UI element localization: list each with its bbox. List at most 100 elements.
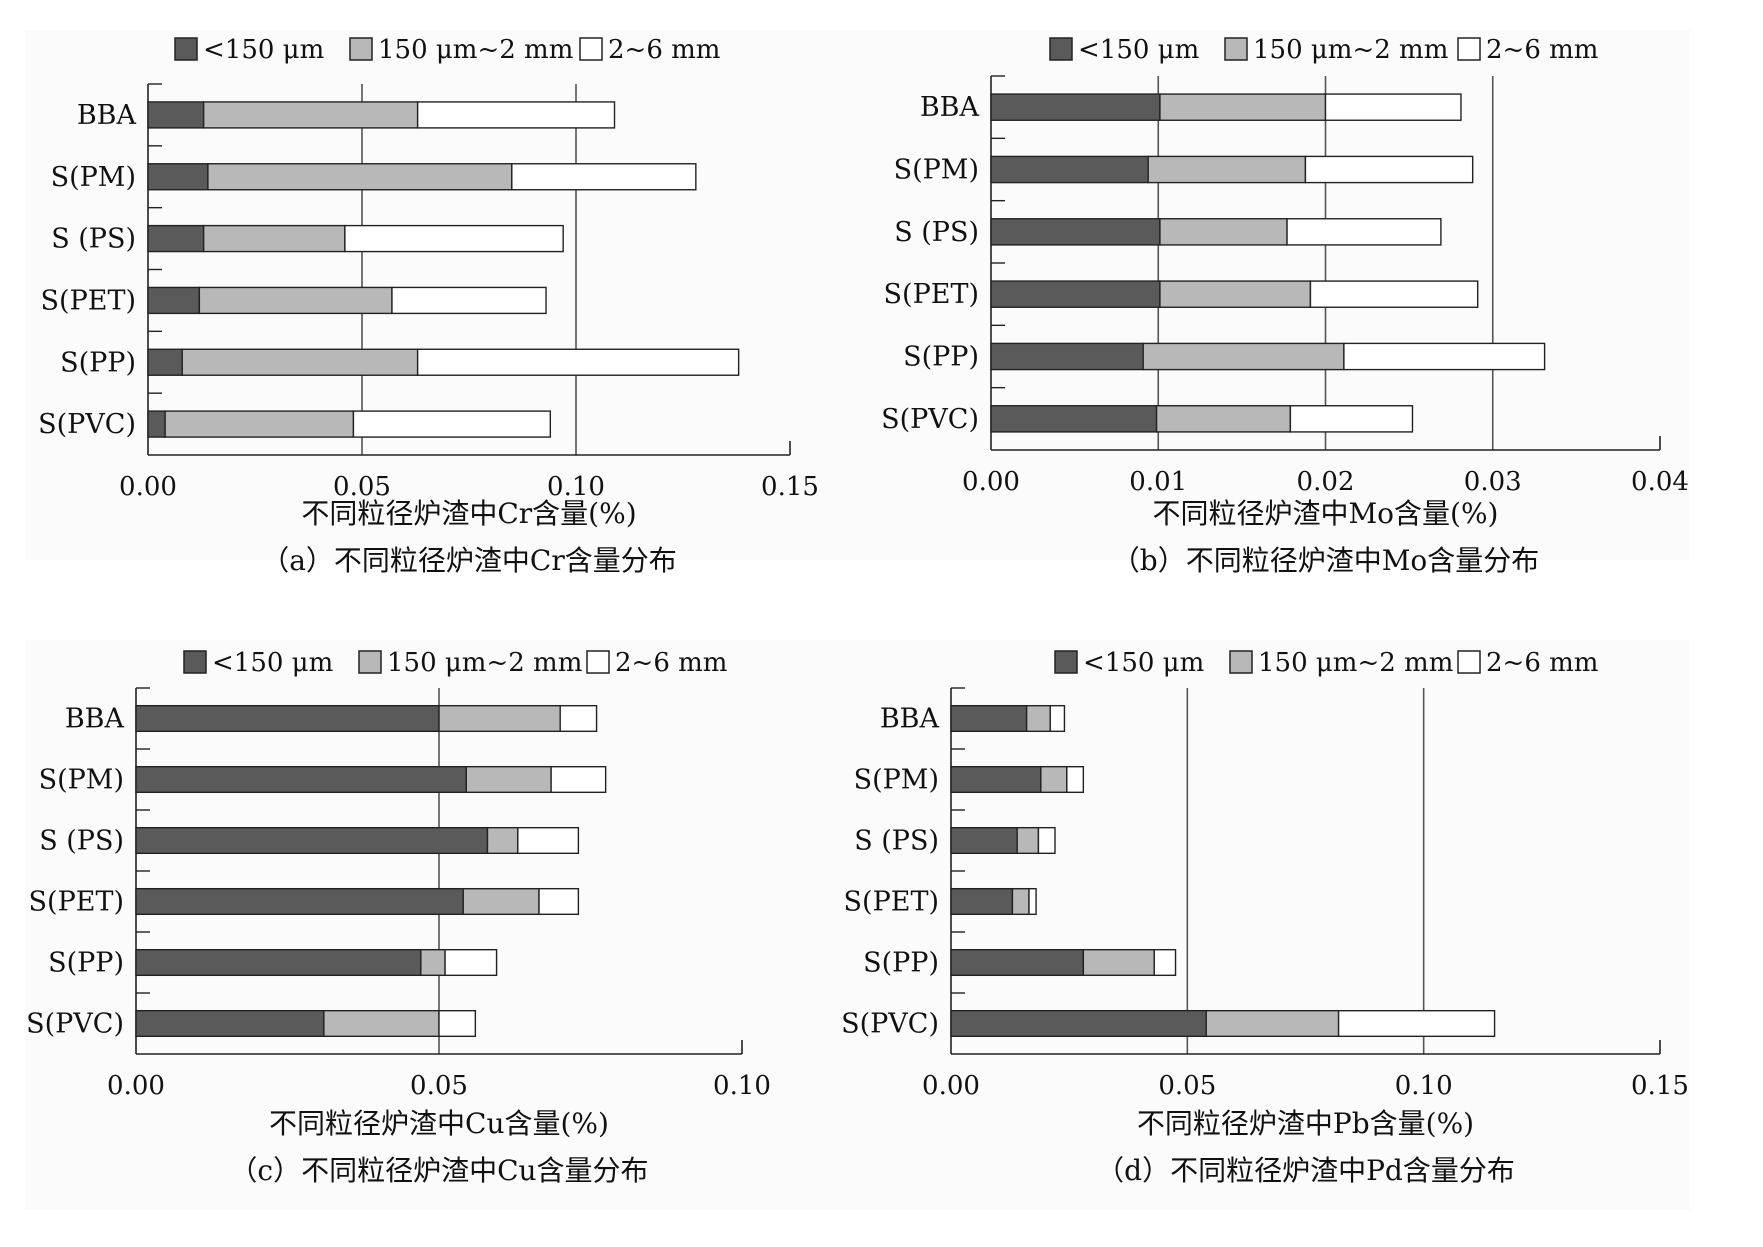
- chart-panel-b: <150 μm 150 μm~2 mm 2~6 mm 0.00 0.01 0.02 0.03…: [845, 30, 1690, 577]
- bar-segment-2: [1082, 948, 1155, 977]
- x-tick-label: 0.05: [333, 472, 391, 502]
- bar-segment-2: [202, 101, 419, 129]
- bar-segment-3: [1049, 704, 1066, 733]
- category-label: S(PET): [884, 279, 979, 310]
- category-label: S(PM): [854, 765, 939, 796]
- category-label: S (PS): [854, 826, 939, 857]
- bar-segment-2: [1025, 704, 1051, 733]
- category-label: BBA: [65, 704, 125, 735]
- category-label: S(PVC): [881, 404, 979, 435]
- category-label: S(PET): [41, 285, 136, 316]
- category-label: S(PP): [48, 948, 124, 979]
- bar-segment-1: [135, 1009, 325, 1038]
- bar-segment-3: [1324, 93, 1462, 121]
- bar-segment-2: [164, 410, 355, 438]
- bar-segment-1: [990, 280, 1161, 308]
- category-label: BBA: [880, 704, 940, 735]
- bar-segment-3: [1037, 826, 1056, 855]
- bar-segment-2: [486, 826, 519, 855]
- bar-segment-1: [990, 93, 1161, 121]
- category-label: S(PVC): [841, 1009, 939, 1040]
- category-label: S(PET): [29, 887, 124, 918]
- bar-segment-3: [1028, 887, 1037, 916]
- legend-label-3: 2~6 mm: [1486, 35, 1598, 65]
- x-tick-label: 0.05: [1158, 1071, 1216, 1101]
- legend-swatch-2: [349, 37, 373, 61]
- bar-segment-2: [1155, 405, 1292, 433]
- bar-segment-2: [462, 887, 540, 916]
- bar-segment-2: [323, 1009, 440, 1038]
- chart-panel-d: <150 μm 150 μm~2 mm 2~6 mm 0.00 0.05 0.10 0.15…: [825, 640, 1690, 1210]
- bar-segment-3: [391, 286, 547, 315]
- bar-segment-1: [147, 410, 166, 438]
- bar-segment-1: [990, 405, 1158, 433]
- category-label: S (PS): [39, 826, 124, 857]
- bar-segment-3: [344, 224, 564, 253]
- chart-panel-c: <150 μm 150 μm~2 mm 2~6 mm 0.00 0.05 0.10 BBA S…: [25, 640, 840, 1210]
- legend-label-3: 2~6 mm: [608, 35, 720, 65]
- bar-segment-3: [517, 826, 580, 855]
- bar-segment-3: [1289, 405, 1414, 433]
- x-tick-label: 0.02: [1297, 467, 1355, 497]
- bar-segment-3: [352, 410, 552, 438]
- x-tick-label: 0.00: [962, 467, 1020, 497]
- bar-segment-3: [416, 348, 740, 376]
- bar-segment-1: [147, 224, 205, 253]
- bar-segment-2: [198, 286, 393, 315]
- bar-segment-3: [1337, 1009, 1496, 1038]
- bar-segment-1: [135, 887, 464, 916]
- x-tick-label: 0.10: [547, 472, 605, 502]
- bar-segment-2: [1142, 342, 1345, 371]
- bar-segment-3: [550, 765, 607, 794]
- bar-segment-1: [950, 1009, 1207, 1038]
- bar-segment-2: [1147, 155, 1307, 184]
- bar-segment-2: [1159, 280, 1312, 308]
- legend-label-2: 150 μm~2 mm: [1253, 35, 1448, 65]
- x-tick-label: 0.15: [1631, 1071, 1689, 1101]
- bar-segment-2: [207, 163, 513, 191]
- bar-segment-2: [1040, 765, 1068, 794]
- bar-segment-1: [147, 101, 205, 129]
- bar-segment-1: [147, 163, 209, 191]
- legend-swatch-2: [1229, 650, 1253, 674]
- bar-segment-2: [1016, 826, 1040, 855]
- category-label: BBA: [920, 92, 980, 123]
- x-tick-label: 0.04: [1631, 467, 1689, 497]
- bar-segment-3: [1066, 765, 1085, 794]
- x-tick-label: 0.01: [1129, 467, 1187, 497]
- bar-segment-2: [181, 348, 419, 376]
- bar-segment-1: [950, 704, 1028, 733]
- x-tick-label: 0.03: [1464, 467, 1522, 497]
- x-tick-label: 0.05: [410, 1071, 468, 1101]
- bar-segment-1: [990, 155, 1149, 184]
- legend-swatch-2: [358, 650, 382, 674]
- panel-background: [25, 640, 840, 1210]
- bar-segment-3: [1309, 280, 1479, 308]
- bar-segment-3: [1153, 948, 1177, 977]
- category-label: S(PP): [863, 948, 939, 979]
- legend-swatch-1: [1054, 650, 1078, 674]
- bar-segment-1: [950, 765, 1042, 794]
- category-label: S(PM): [51, 162, 136, 193]
- bar-segment-3: [438, 1009, 477, 1038]
- bar-segment-2: [202, 224, 346, 253]
- bar-segment-1: [135, 948, 422, 977]
- category-label: S(PP): [60, 347, 136, 378]
- bar-segment-1: [950, 948, 1085, 977]
- category-label: S(PM): [39, 765, 124, 796]
- x-tick-label: 0.00: [107, 1071, 165, 1101]
- panel-background: [825, 640, 1690, 1210]
- x-axis-title: 不同粒径炉渣中Pb含量(%): [1137, 1107, 1474, 1140]
- bar-segment-1: [990, 218, 1161, 246]
- bar-segment-2: [438, 704, 561, 733]
- legend-swatch-2: [1224, 37, 1248, 61]
- bar-segment-1: [135, 826, 489, 855]
- category-label: S (PS): [894, 217, 979, 248]
- legend-label-1: <150 μm: [1078, 35, 1199, 65]
- category-label: S(PVC): [26, 1009, 124, 1040]
- bar-segment-2: [1011, 887, 1030, 916]
- bar-segment-3: [511, 163, 697, 191]
- category-label: S(PM): [894, 155, 979, 186]
- bar-segment-1: [147, 286, 201, 315]
